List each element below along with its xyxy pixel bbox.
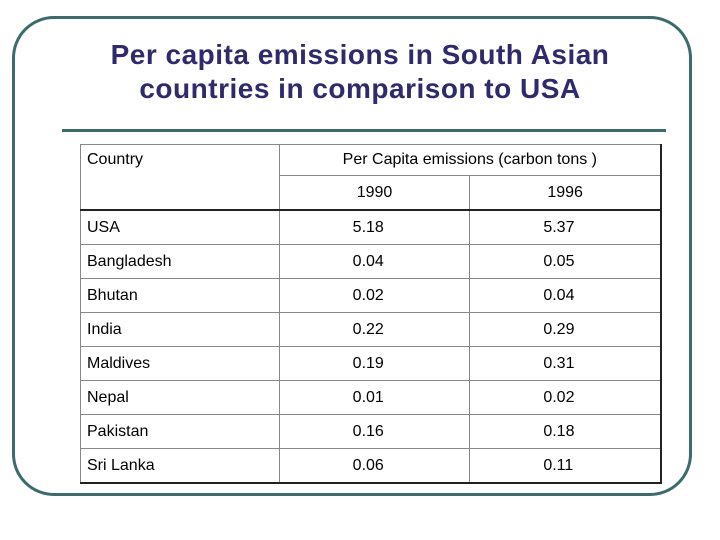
value-1990-cell: 0.19: [278, 346, 471, 381]
table-row: Bangladesh 0.04 0.05: [80, 244, 662, 279]
slide-title: Per capita emissions in South Asian coun…: [60, 38, 660, 106]
table-row: India 0.22 0.29: [80, 312, 662, 347]
table-row: USA 5.18 5.37: [80, 209, 662, 245]
emissions-group-header: Per Capita emissions (carbon tons ): [278, 144, 662, 176]
value-1996-cell: 0.31: [469, 346, 662, 381]
table-row: Sri Lanka 0.06 0.11: [80, 448, 662, 484]
value-1996-cell: 0.11: [469, 448, 662, 484]
value-1996-cell: 0.04: [469, 278, 662, 313]
value-1996-cell: 0.18: [469, 414, 662, 449]
title-divider: [62, 129, 666, 132]
title-line-2: countries in comparison to USA: [139, 73, 581, 104]
year-header-1990: 1990: [278, 175, 471, 211]
country-cell: Nepal: [80, 380, 280, 415]
header-row: Country Per Capita emissions (carbon ton…: [80, 144, 662, 211]
value-1990-cell: 0.01: [278, 380, 471, 415]
country-cell: Bhutan: [80, 278, 280, 313]
year-header-1996: 1996: [469, 175, 662, 211]
slide-frame: [12, 16, 692, 496]
value-1990-cell: 0.04: [278, 244, 471, 279]
country-cell: India: [80, 312, 280, 347]
value-1996-cell: 0.05: [469, 244, 662, 279]
value-1990-cell: 0.06: [278, 448, 471, 484]
value-1990-cell: 0.02: [278, 278, 471, 313]
value-1996-cell: 0.29: [469, 312, 662, 347]
country-cell: Bangladesh: [80, 244, 280, 279]
country-cell: Pakistan: [80, 414, 280, 449]
country-header: Country: [80, 144, 280, 211]
table-row: Pakistan 0.16 0.18: [80, 414, 662, 449]
table-row: Nepal 0.01 0.02: [80, 380, 662, 415]
country-cell: USA: [80, 209, 280, 245]
value-1996-cell: 5.37: [469, 209, 662, 245]
value-1990-cell: 0.22: [278, 312, 471, 347]
country-cell: Sri Lanka: [80, 448, 280, 484]
title-line-1: Per capita emissions in South Asian: [110, 39, 610, 70]
value-1990-cell: 0.16: [278, 414, 471, 449]
country-cell: Maldives: [80, 346, 280, 381]
emissions-table: Country Per Capita emissions (carbon ton…: [80, 144, 662, 484]
value-1990-cell: 5.18: [278, 209, 471, 245]
table-row: Maldives 0.19 0.31: [80, 346, 662, 381]
table-row: Bhutan 0.02 0.04: [80, 278, 662, 313]
value-1996-cell: 0.02: [469, 380, 662, 415]
year-header-row: 1990 1996: [81, 175, 662, 211]
